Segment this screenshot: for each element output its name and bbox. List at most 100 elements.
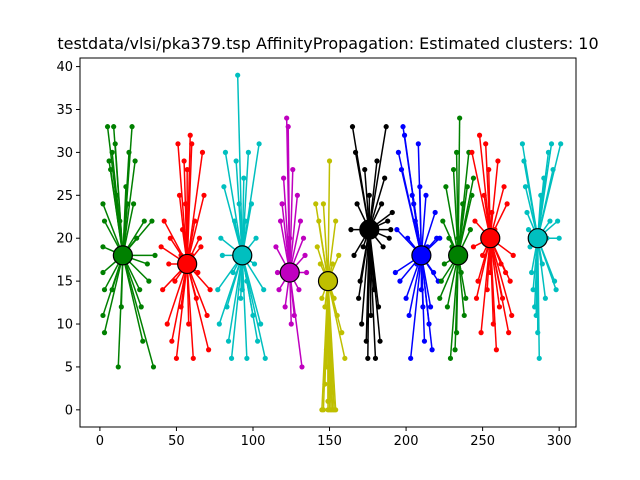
cluster-8-link	[445, 186, 459, 256]
cluster-1-point	[108, 166, 114, 173]
cluster-9-point	[475, 278, 481, 284]
cluster-5-link	[322, 203, 329, 282]
cluster-1-point	[117, 218, 123, 224]
cluster-1-point	[126, 149, 132, 155]
cluster-9-point	[483, 141, 489, 147]
cluster-3-link	[224, 152, 244, 256]
cluster-3-point	[251, 261, 258, 267]
cluster-6-point	[385, 218, 391, 224]
cluster-7-point	[431, 269, 437, 276]
cluster-2-point	[205, 347, 212, 353]
cluster-8-link	[455, 255, 459, 333]
y-tick-label: 25	[56, 189, 73, 204]
cluster-7-point	[398, 166, 405, 173]
cluster-5-link	[327, 280, 346, 359]
cluster-1-point	[101, 287, 108, 293]
cluster-8-point	[457, 115, 463, 121]
cluster-1-point	[111, 124, 117, 130]
cluster-10-point	[558, 141, 564, 147]
cluster-4-point	[277, 218, 284, 224]
cluster-1-point	[100, 269, 106, 276]
cluster-3-point	[232, 218, 238, 224]
cluster-1-point	[112, 141, 118, 147]
cluster-5-point	[339, 330, 345, 336]
x-tick-label: 100	[241, 434, 266, 449]
cluster-9-point	[490, 321, 496, 327]
cluster-5-point	[323, 347, 330, 353]
cluster-9-point	[476, 132, 483, 138]
cluster-3-link	[241, 255, 266, 359]
cluster-7-point	[415, 141, 421, 147]
cluster-8	[437, 115, 477, 361]
cluster-5-center	[317, 271, 339, 292]
cluster-9-point	[493, 347, 499, 353]
cluster-2-point	[164, 321, 170, 327]
cluster-10-point	[556, 235, 562, 241]
cluster-6-point	[375, 304, 382, 310]
cluster-2-point	[189, 141, 195, 147]
cluster-5-point	[316, 218, 322, 224]
cluster-6-point	[374, 158, 380, 164]
cluster-4-point	[299, 364, 305, 370]
cluster-6-link	[368, 229, 381, 342]
cluster-3-point	[253, 235, 259, 241]
cluster-1-point	[132, 158, 138, 164]
cluster-7-point	[411, 201, 417, 207]
cluster-5-point	[342, 355, 348, 361]
cluster-6	[348, 124, 395, 361]
cluster-6-point	[369, 269, 375, 276]
cluster-4-point	[290, 166, 296, 173]
cluster-10-point	[529, 269, 535, 276]
cluster-5-point	[313, 201, 319, 207]
cluster-6-point	[349, 124, 356, 130]
cluster-9-point	[478, 330, 484, 336]
cluster-6-point	[383, 124, 389, 130]
cluster-1-point	[134, 235, 140, 241]
cluster-8-point	[452, 347, 458, 353]
cluster-3-point	[254, 338, 261, 344]
cluster-10-point	[536, 355, 542, 361]
y-tick-label: 40	[56, 60, 73, 75]
cluster-4-link	[288, 272, 303, 368]
cluster-7-point	[403, 295, 409, 301]
cluster-6-point	[389, 209, 395, 216]
cluster-4-center	[279, 262, 300, 283]
cluster-1-point	[101, 218, 108, 224]
cluster-4-point	[302, 252, 308, 258]
cluster-7-point	[408, 355, 414, 361]
cluster-10-point	[535, 330, 541, 336]
cluster-4-point	[285, 124, 291, 130]
y-tick-label: 20	[56, 232, 73, 247]
cluster-8-point	[450, 166, 457, 173]
cluster-8-point	[447, 355, 454, 361]
cluster-1-link	[122, 126, 133, 256]
cluster-3	[215, 72, 268, 361]
cluster-3-point	[228, 355, 235, 361]
cluster-7-point	[432, 209, 438, 216]
cluster-2-link	[166, 263, 188, 325]
cluster-7-point	[400, 124, 406, 130]
y-tick-label: 0	[65, 403, 73, 418]
cluster-9-point	[470, 244, 477, 250]
cluster-9-point	[486, 166, 492, 173]
cluster-3-link	[241, 255, 248, 359]
cluster-6-point	[362, 166, 368, 173]
cluster-9-point	[504, 201, 510, 207]
cluster-2-point	[184, 166, 190, 173]
x-tick-label: 200	[394, 434, 419, 449]
cluster-10-link	[536, 143, 562, 239]
cluster-4-point	[288, 321, 294, 327]
cluster-7-link	[419, 186, 423, 256]
cluster-4-point	[294, 192, 300, 198]
cluster-1-point	[129, 124, 135, 130]
cluster-6-point	[372, 355, 379, 361]
cluster-3-point	[219, 252, 225, 258]
cluster-2-point	[190, 355, 196, 361]
cluster-9	[469, 132, 516, 353]
x-tick-label: 250	[470, 434, 495, 449]
cluster-3-link	[236, 75, 244, 256]
cluster-3-point	[225, 338, 232, 344]
cluster-7-point	[426, 321, 432, 327]
cluster-5-point	[333, 407, 339, 413]
cluster-6-link	[368, 126, 387, 230]
